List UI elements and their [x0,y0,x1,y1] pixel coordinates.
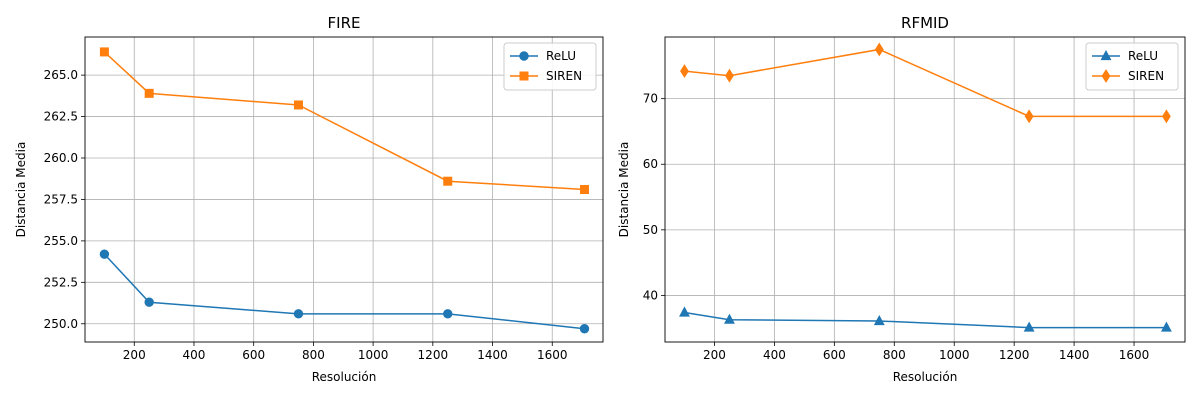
data-point-siren [1024,109,1034,124]
data-point-relu [579,324,590,334]
data-point-relu [724,313,735,324]
data-point-siren [144,88,154,98]
y-axis-label: Distancia Media [617,142,631,238]
data-point-siren [874,42,884,57]
legend-swatch-marker [1101,69,1111,83]
plot-frame [84,36,604,343]
x-tick-label: 1400 [1059,348,1090,362]
x-axis-label: Resolución [312,370,377,384]
chart-title: RFMID [901,14,949,32]
x-tick-label: 200 [703,348,726,362]
y-tick-label: 250.0 [44,317,78,331]
data-point-relu [443,309,453,319]
data-point-siren [680,64,689,79]
y-tick-label: 70 [643,92,658,106]
plot-frame [664,36,1186,343]
y-tick-label: 257.5 [44,192,78,206]
data-point-relu [293,309,304,319]
x-tick-label: 1200 [418,348,449,362]
data-point-siren [99,47,109,57]
data-point-siren [725,68,734,83]
x-tick-label: 800 [883,348,906,362]
x-tick-label: 400 [183,348,206,362]
x-axis-label: Resolución [893,370,958,384]
x-tick-label: 600 [823,348,846,362]
series-line-relu [684,311,1167,329]
x-tick-label: 1400 [477,348,508,362]
legend: ReLU SIREN [1085,42,1179,91]
legend-label-siren: SIREN [546,69,582,83]
x-tick-label: 200 [123,348,146,362]
x-tick-label: 600 [242,348,265,362]
x-tick-label: 1600 [537,348,568,362]
series-line-relu [103,253,585,330]
legend-swatch-marker [519,51,529,61]
data-point-relu [1160,321,1172,332]
data-point-relu [679,306,690,317]
y-tick-label: 262.5 [44,110,78,124]
y-tick-label: 60 [643,157,658,171]
legend-swatch-marker [1100,49,1112,61]
chart-panel-0: 200 400 600 800 1000 1200 1400 1600 250.0 252.5 25… [14,14,604,384]
legend-label-relu: ReLU [546,49,576,63]
x-tick-label: 800 [302,348,325,362]
data-point-siren [293,100,303,110]
chart-title: FIRE [328,14,361,32]
x-tick-label: 400 [763,348,786,362]
x-tick-label: 1000 [358,348,389,362]
data-point-siren [579,185,589,194]
x-tick-label: 1200 [999,348,1030,362]
legend-swatch-marker [519,71,529,81]
y-tick-label: 265.0 [44,68,78,82]
data-point-relu [99,249,110,259]
x-tick-label: 1600 [1119,348,1150,362]
y-tick-label: 255.0 [44,234,78,248]
data-point-relu [144,297,154,307]
y-tick-label: 260.0 [44,151,78,165]
y-axis-label: Distancia Media [14,142,28,238]
data-point-siren [443,176,453,186]
legend-label-siren: SIREN [1128,69,1164,83]
data-point-relu [873,314,885,326]
legend-label-relu: ReLU [1128,49,1158,63]
data-point-siren [1162,109,1171,124]
legend: ReLU SIREN [503,42,597,91]
chart-panel-1: 200 400 600 800 1000 1200 1400 1600 40 50 60 70 RFMI… [617,14,1186,384]
y-tick-label: 252.5 [44,275,78,289]
legend-box [1085,42,1179,91]
y-tick-label: 40 [643,288,658,302]
x-tick-label: 1000 [939,348,970,362]
data-point-relu [1023,321,1035,332]
y-tick-label: 50 [643,223,658,237]
